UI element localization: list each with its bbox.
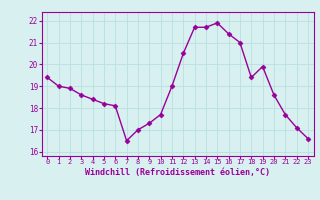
X-axis label: Windchill (Refroidissement éolien,°C): Windchill (Refroidissement éolien,°C)	[85, 168, 270, 177]
